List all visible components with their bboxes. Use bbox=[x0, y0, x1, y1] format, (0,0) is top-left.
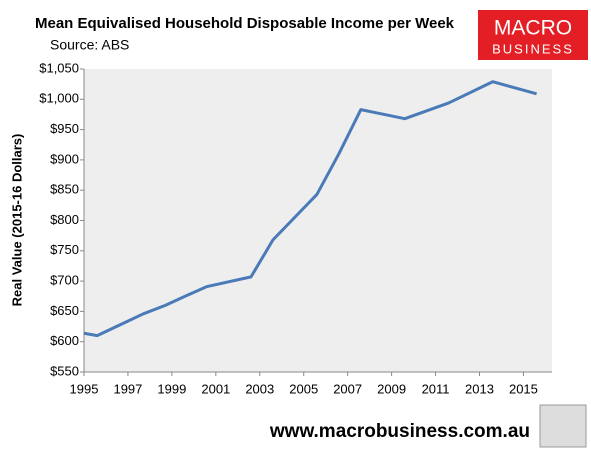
x-tick-label: 2005 bbox=[289, 381, 318, 396]
chart-title: Mean Equivalised Household Disposable In… bbox=[35, 15, 455, 32]
x-tick-label: 1995 bbox=[70, 381, 99, 396]
x-tick-label: 2015 bbox=[509, 381, 538, 396]
logo-text: MACRO bbox=[494, 17, 572, 40]
line bbox=[83, 80, 538, 338]
x-tick-label: 2009 bbox=[377, 381, 406, 396]
logo-image bbox=[539, 404, 587, 448]
chart-subtitle: Source: ABS bbox=[50, 37, 129, 53]
x-tick-label: 2013 bbox=[465, 381, 494, 396]
y-tick-label: $550 bbox=[50, 363, 79, 378]
footer: www.macrobusiness.com.au bbox=[269, 421, 530, 442]
logo-text: BUSINESS bbox=[492, 41, 574, 56]
y-tick-label: $750 bbox=[50, 242, 79, 257]
y-tick-label: $650 bbox=[50, 303, 79, 318]
y-tick-label: $950 bbox=[50, 121, 79, 136]
y-tick-label: $1,050 bbox=[39, 60, 79, 75]
plot-area bbox=[84, 69, 552, 372]
y-tick-label: $600 bbox=[50, 333, 79, 348]
x-tick-label: 1999 bbox=[157, 381, 186, 396]
y-axis-label: Real Value (2015-16 Dollars) bbox=[9, 134, 24, 307]
y-tick-label: $800 bbox=[50, 212, 79, 227]
x-tick-label: 2007 bbox=[333, 381, 362, 396]
x-tick-label: 2011 bbox=[422, 381, 450, 396]
y-tick-label: $850 bbox=[50, 182, 79, 197]
y-tick-label: $700 bbox=[50, 273, 79, 288]
x-tick-label: 2001 bbox=[201, 381, 230, 396]
x-tick-label: 1997 bbox=[113, 381, 142, 396]
logo-box bbox=[478, 10, 588, 60]
x-tick-label: 2003 bbox=[245, 381, 274, 396]
y-tick-label: $900 bbox=[50, 151, 79, 166]
y-tick-label: $1,000 bbox=[39, 91, 79, 106]
